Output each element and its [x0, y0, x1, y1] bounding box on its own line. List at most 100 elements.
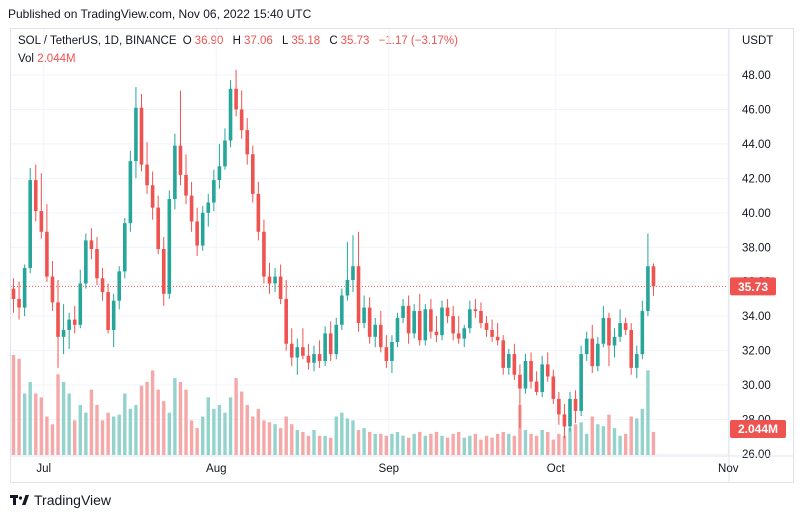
candle: [117, 266, 122, 310]
volume-bar: [557, 433, 561, 455]
ohlc-low: L 35.18: [281, 35, 321, 47]
price-tick-label: 30.00: [742, 380, 771, 392]
volume-bar: [646, 370, 650, 455]
candle-body: [256, 193, 261, 232]
candle: [351, 235, 355, 293]
volume-bar: [367, 431, 372, 455]
candle-body: [373, 324, 378, 337]
candle-body: [28, 180, 32, 268]
volume-bar: [184, 389, 188, 455]
candle-body: [607, 317, 611, 346]
volume-bar: [395, 431, 400, 455]
candle: [451, 305, 455, 341]
candle: [200, 205, 205, 251]
volume-bar: [284, 416, 288, 455]
candle: [45, 204, 49, 282]
volume-bar: [39, 397, 44, 455]
volume-bar: [473, 433, 478, 455]
candle-body: [239, 109, 244, 131]
volume-bar: [651, 431, 656, 455]
candle: [128, 150, 133, 232]
candle-body: [89, 240, 94, 249]
candle-body: [423, 309, 428, 341]
candle-body: [579, 354, 583, 411]
candle-body: [440, 307, 444, 336]
candle-body: [468, 309, 472, 329]
volume-bar: [178, 381, 183, 455]
volume-bar: [106, 412, 110, 455]
candle: [134, 87, 138, 179]
candle-body: [434, 331, 439, 336]
footer-brand[interactable]: TradingView: [10, 492, 111, 508]
candle-body: [45, 231, 49, 277]
volume-bar: [56, 374, 60, 455]
volume-bar: [479, 439, 483, 455]
candle-body: [462, 328, 467, 339]
candle: [378, 311, 383, 353]
candle: [312, 345, 316, 372]
candle-body: [417, 311, 422, 341]
volume-bar: [295, 430, 300, 455]
volume-bar: [100, 420, 105, 455]
candle: [228, 80, 233, 148]
candle-body: [284, 298, 288, 344]
volume-bar: [251, 416, 255, 455]
candle: [156, 195, 160, 255]
volume-bar: [612, 428, 617, 455]
volume-bar: [61, 381, 66, 455]
candle: [456, 316, 461, 344]
candle: [323, 326, 327, 367]
candle-body: [184, 174, 188, 196]
candle: [56, 280, 60, 368]
candle-body: [646, 266, 650, 312]
candle-body: [78, 283, 83, 325]
volume-bar: [173, 378, 177, 455]
candle: [367, 297, 372, 344]
volume-bar: [167, 412, 172, 455]
candle-body: [573, 398, 578, 411]
volume-tag: [730, 420, 786, 438]
candle: [178, 90, 183, 186]
candle-body: [61, 329, 66, 337]
volume-bar: [329, 437, 333, 455]
chart-frame: [10, 28, 794, 483]
volume-bar: [301, 431, 305, 455]
candle: [195, 207, 199, 256]
volume-bar: [67, 393, 71, 455]
price-axis[interactable]: 48.0046.0044.0042.0040.0038.0036.0034.00…: [728, 29, 771, 482]
candle-body: [273, 276, 277, 284]
candle-body: [56, 302, 60, 337]
candle-body: [161, 248, 166, 294]
volume-bar: [484, 435, 489, 455]
candle: [345, 242, 350, 301]
volume-bar: [562, 435, 567, 455]
volume-bar: [162, 401, 166, 455]
volume-bar: [228, 397, 233, 455]
volume-bar: [518, 405, 522, 455]
candle: [362, 295, 366, 329]
candle: [512, 343, 517, 380]
candle: [306, 343, 311, 370]
candle-body: [189, 195, 194, 222]
candle-body: [84, 240, 88, 284]
volume-bar: [573, 424, 578, 455]
candle: [139, 93, 144, 172]
volume-bar: [601, 426, 606, 455]
candle: [568, 391, 572, 432]
candle-body: [501, 340, 506, 368]
candle: [150, 171, 155, 220]
volume-bars: [11, 355, 656, 455]
volume-legend: Vol 2.044M: [18, 53, 76, 65]
candle: [50, 261, 55, 312]
volume-bar: [234, 378, 238, 455]
candle-body: [245, 130, 250, 155]
candle: [123, 217, 127, 279]
volume-bar: [457, 431, 461, 455]
candle: [395, 312, 400, 348]
currency-label[interactable]: USDT: [742, 35, 774, 47]
volume-bar: [28, 381, 32, 455]
candle-body: [200, 212, 205, 246]
time-axis[interactable]: Jul Aug Sep Oct Nov: [11, 455, 794, 475]
symbol-label[interactable]: SOL / TetherUS, 1D, BINANCE: [18, 35, 177, 47]
